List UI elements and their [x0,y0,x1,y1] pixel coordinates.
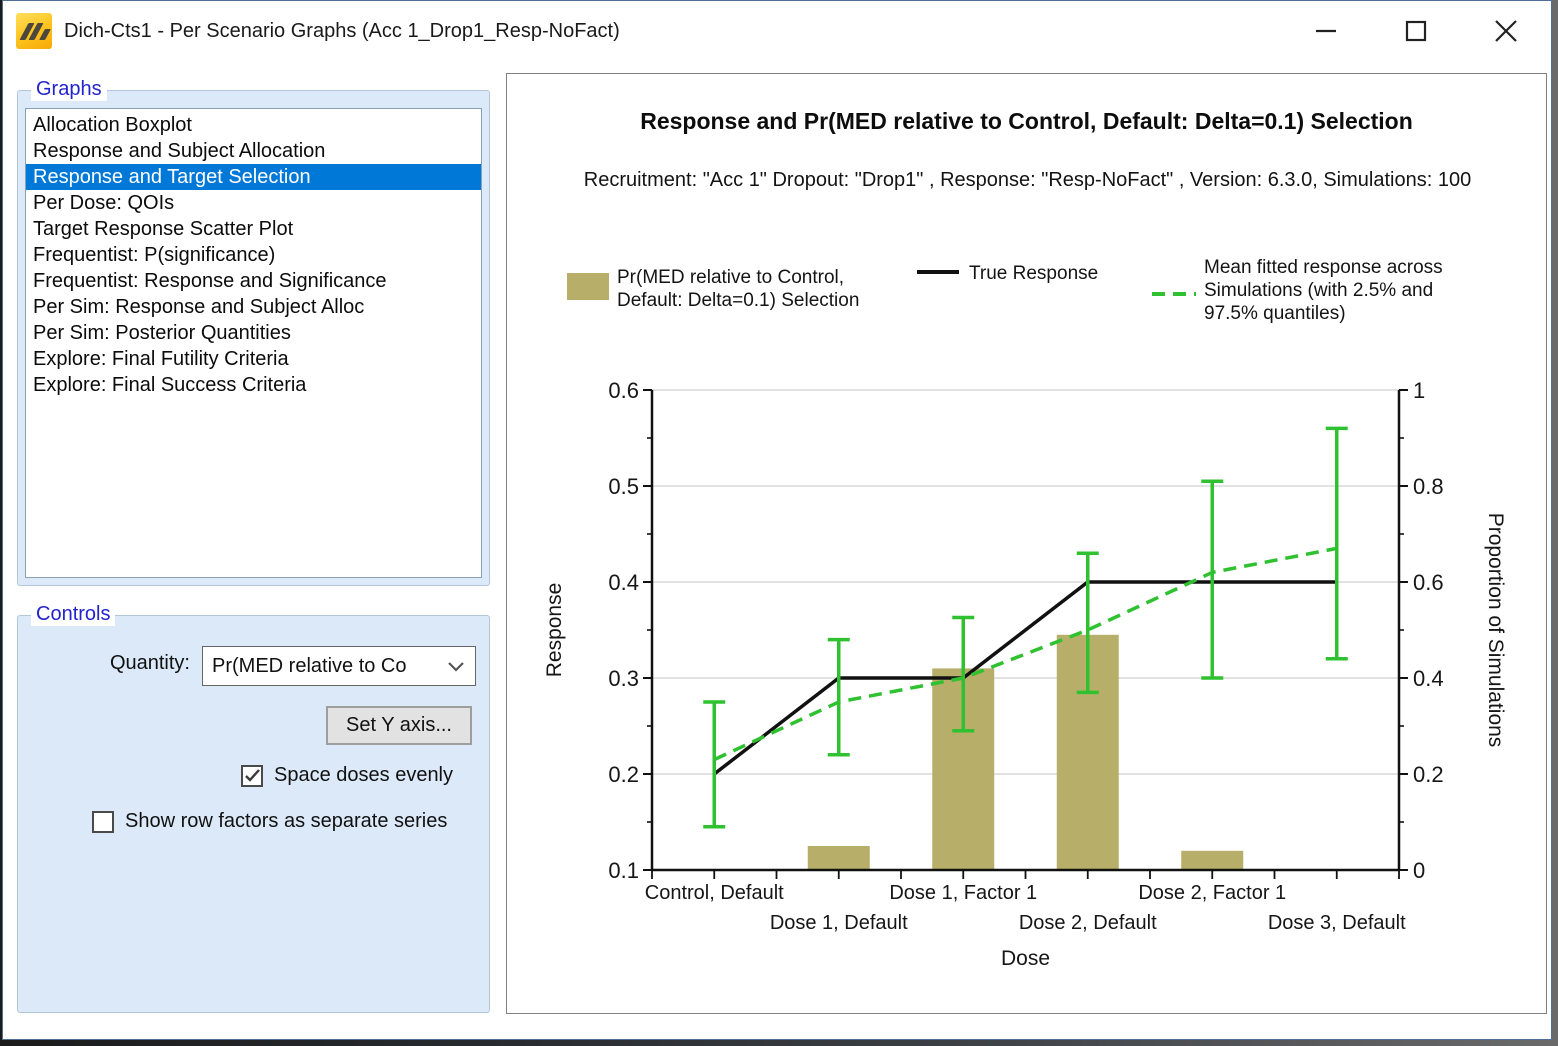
graph-list-item[interactable]: Per Sim: Posterior Quantities [26,320,481,346]
app-window: Dich-Cts1 - Per Scenario Graphs (Acc 1_D… [2,0,1552,1040]
svg-text:0.4: 0.4 [1413,666,1444,691]
svg-text:Dose 2, Default: Dose 2, Default [1019,912,1157,934]
bar [1181,851,1243,870]
titlebar: Dich-Cts1 - Per Scenario Graphs (Acc 1_D… [3,1,1551,61]
close-button[interactable] [1461,1,1551,61]
app-icon [16,13,52,49]
graph-list-item[interactable]: Target Response Scatter Plot [26,216,481,242]
minimize-button[interactable] [1281,1,1371,61]
window-buttons [1281,1,1551,61]
graphs-groupbox-label: Graphs [31,77,107,101]
bar-series [808,635,1244,870]
close-icon [1493,18,1519,44]
graphs-groupbox: Graphs Allocation BoxplotResponse and Su… [17,90,490,586]
checkmark-icon [244,768,261,783]
graph-list-item[interactable]: Explore: Final Success Criteria [26,372,481,398]
svg-text:0.5: 0.5 [608,474,639,499]
svg-text:0.2: 0.2 [1413,762,1444,787]
svg-text:1: 1 [1413,378,1425,403]
svg-text:0.8: 0.8 [1413,474,1444,499]
graph-list-item[interactable]: Frequentist: Response and Significance [26,268,481,294]
bar [808,846,870,870]
graphs-listbox[interactable]: Allocation BoxplotResponse and Subject A… [25,108,482,578]
controls-groupbox-label: Controls [31,602,115,626]
graph-list-item[interactable]: Per Dose: QOIs [26,190,481,216]
set-y-axis-button[interactable]: Set Y axis... [326,706,472,745]
svg-text:0.2: 0.2 [608,762,639,787]
svg-text:Dose 3, Default: Dose 3, Default [1268,912,1406,934]
mean-fitted-line [714,548,1337,759]
svg-text:0.6: 0.6 [608,378,639,403]
quantity-label: Quantity: [94,652,190,675]
show-row-factors-label: Show row factors as separate series [125,810,447,833]
right-axis-title: Proportion of Simulations [1484,513,1507,748]
graph-list-item[interactable]: Allocation Boxplot [26,112,481,138]
graph-list-item[interactable]: Explore: Final Futility Criteria [26,346,481,372]
svg-text:0: 0 [1413,858,1425,883]
left-axis-title: Response [543,583,566,678]
svg-text:Dose 1, Default: Dose 1, Default [770,912,908,934]
chevron-down-icon [447,661,465,672]
svg-text:0.3: 0.3 [608,666,639,691]
space-doses-evenly-label: Space doses evenly [274,764,453,787]
quantile-error-bars [703,428,1348,826]
x-axis-labels: Control, Default Dose 1, Default Dose 1, F… [645,882,1406,934]
chart-panel: Response and Pr(MED relative to Control,… [506,73,1547,1014]
graph-list-item[interactable]: Frequentist: P(significance) [26,242,481,268]
graph-list-item[interactable]: Response and Target Selection [26,164,481,190]
space-doses-evenly-checkbox[interactable] [241,765,263,787]
x-axis-title: Dose [1001,947,1050,970]
maximize-button[interactable] [1371,1,1461,61]
window-title: Dich-Cts1 - Per Scenario Graphs (Acc 1_D… [64,20,620,43]
graph-list-item[interactable]: Response and Subject Allocation [26,138,481,164]
svg-text:Dose 2, Factor 1: Dose 2, Factor 1 [1138,882,1286,904]
show-row-factors-checkbox[interactable] [92,811,114,833]
quantity-selected-value: Pr(MED relative to Co [212,655,407,678]
svg-text:0.6: 0.6 [1413,570,1444,595]
minimize-icon [1314,19,1338,43]
quantity-select[interactable]: Pr(MED relative to Co [202,646,476,686]
svg-text:Dose 1, Factor 1: Dose 1, Factor 1 [889,882,1037,904]
graph-list-item[interactable]: Per Sim: Response and Subject Alloc [26,294,481,320]
svg-text:0.1: 0.1 [608,858,639,883]
svg-text:Control, Default: Control, Default [645,882,784,904]
controls-groupbox: Controls Quantity: Pr(MED relative to Co… [17,615,490,1013]
svg-text:0.4: 0.4 [608,570,639,595]
plot-area: 0.1 0.2 0.3 0.4 0.5 0.6 0 0.2 0.4 0.6 0.8 1 Control,… [507,74,1548,1015]
maximize-icon [1404,19,1428,43]
